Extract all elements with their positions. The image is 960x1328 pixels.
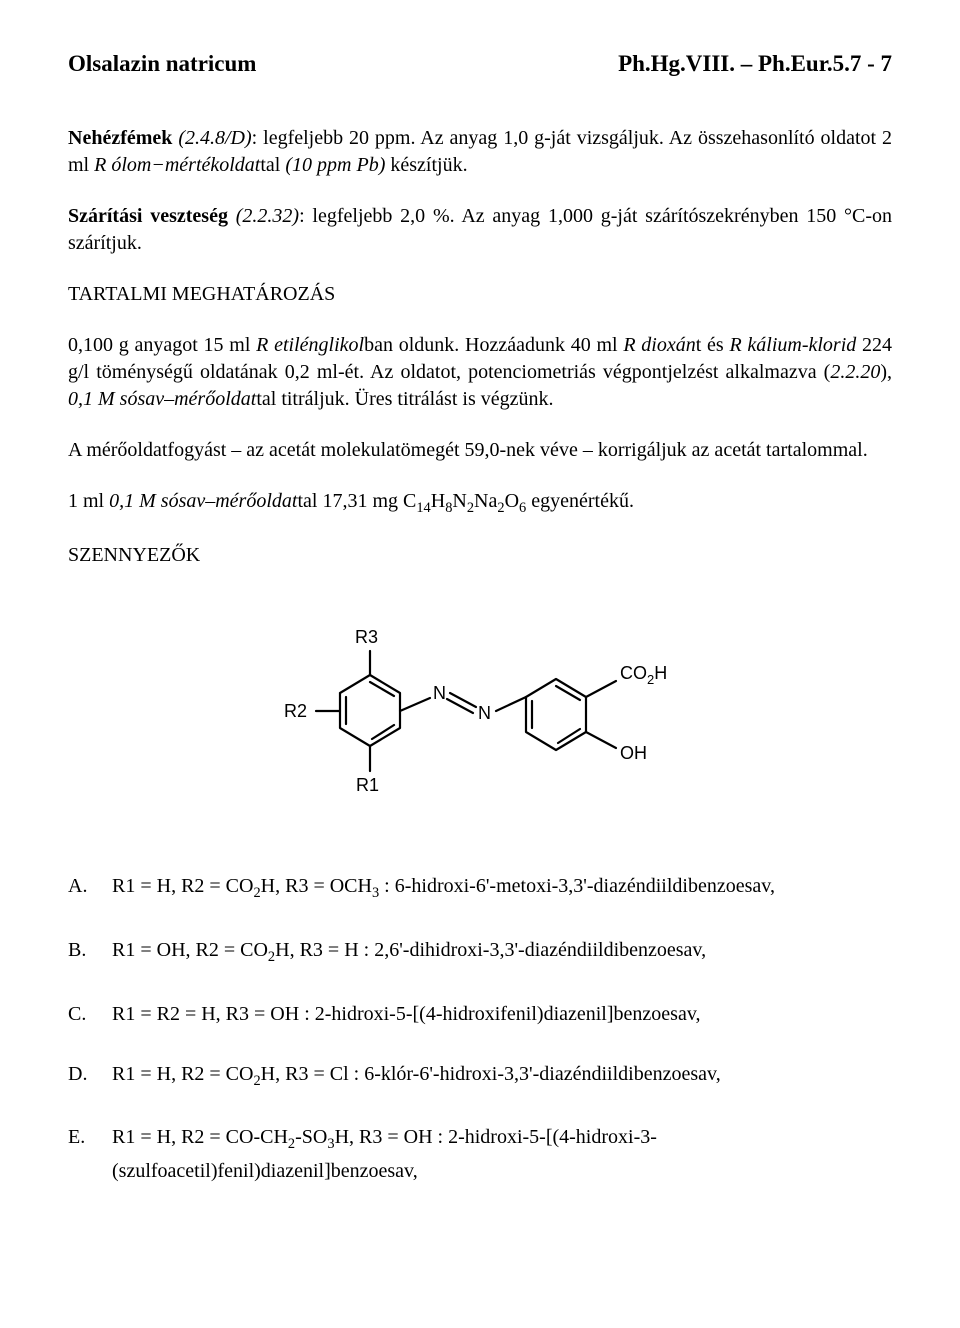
impurity-item: D.R1 = H, R2 = CO2H, R3 = Cl : 6-klór-6'… — [68, 1059, 892, 1093]
label-CO2H: CO2H — [620, 663, 667, 687]
label-N-left: N — [433, 683, 446, 703]
impurity-item: A.R1 = H, R2 = CO2H, R3 = OCH3 : 6-hidro… — [68, 871, 892, 905]
para-assay-body: 0,100 g anyagot 15 ml R etilénglikolban … — [68, 332, 892, 413]
impurity-letter: B. — [68, 935, 112, 969]
label-OH: OH — [620, 743, 647, 763]
impurity-text: R1 = H, R2 = CO2H, R3 = OCH3 : 6-hidroxi… — [112, 871, 775, 905]
impurity-text: R1 = H, R2 = CO2H, R3 = Cl : 6-klór-6'-h… — [112, 1059, 721, 1093]
impurity-item: C.R1 = R2 = H, R3 = OH : 2-hidroxi-5-[(4… — [68, 999, 892, 1029]
impurity-letter: C. — [68, 999, 112, 1029]
para-equivalence: 1 ml 0,1 M sósav–mérőoldattal 17,31 mg C… — [68, 488, 892, 518]
impurity-text: R1 = OH, R2 = CO2H, R3 = H : 2,6'-dihidr… — [112, 935, 706, 969]
label-R3: R3 — [355, 627, 378, 647]
section-title-assay: TARTALMI MEGHATÁROZÁS — [68, 281, 892, 308]
label-N-right: N — [478, 703, 491, 723]
impurity-item: E.R1 = H, R2 = CO-CH2-SO3H, R3 = OH : 2-… — [68, 1122, 892, 1186]
para-heavy-metals: Nehézfémek (2.4.8/D): legfeljebb 20 ppm.… — [68, 125, 892, 179]
impurity-letter: E. — [68, 1122, 112, 1186]
para-drying-loss: Szárítási veszteség (2.2.32): legfeljebb… — [68, 203, 892, 257]
label-R2: R2 — [284, 701, 307, 721]
header-right: Ph.Hg.VIII. – Ph.Eur.5.7 - 7 — [618, 48, 892, 79]
impurity-text: R1 = R2 = H, R3 = OH : 2-hidroxi-5-[(4-h… — [112, 999, 701, 1029]
impurity-letter: A. — [68, 871, 112, 905]
impurity-letter: D. — [68, 1059, 112, 1093]
label-R1: R1 — [356, 775, 379, 795]
section-title-impurities: SZENNYEZŐK — [68, 542, 892, 569]
impurity-text: R1 = H, R2 = CO-CH2-SO3H, R3 = OH : 2-hi… — [112, 1122, 892, 1186]
impurity-item: B.R1 = OH, R2 = CO2H, R3 = H : 2,6'-dihi… — [68, 935, 892, 969]
page-header: Olsalazin natricum Ph.Hg.VIII. – Ph.Eur.… — [68, 48, 892, 79]
header-left: Olsalazin natricum — [68, 48, 256, 79]
chemical-structure: R3 R2 R1 N N CO2H OH — [68, 603, 892, 821]
impurity-list: A.R1 = H, R2 = CO2H, R3 = OCH3 : 6-hidro… — [68, 871, 892, 1185]
para-correction: A mérőoldatfogyást – az acetát molekulat… — [68, 437, 892, 464]
